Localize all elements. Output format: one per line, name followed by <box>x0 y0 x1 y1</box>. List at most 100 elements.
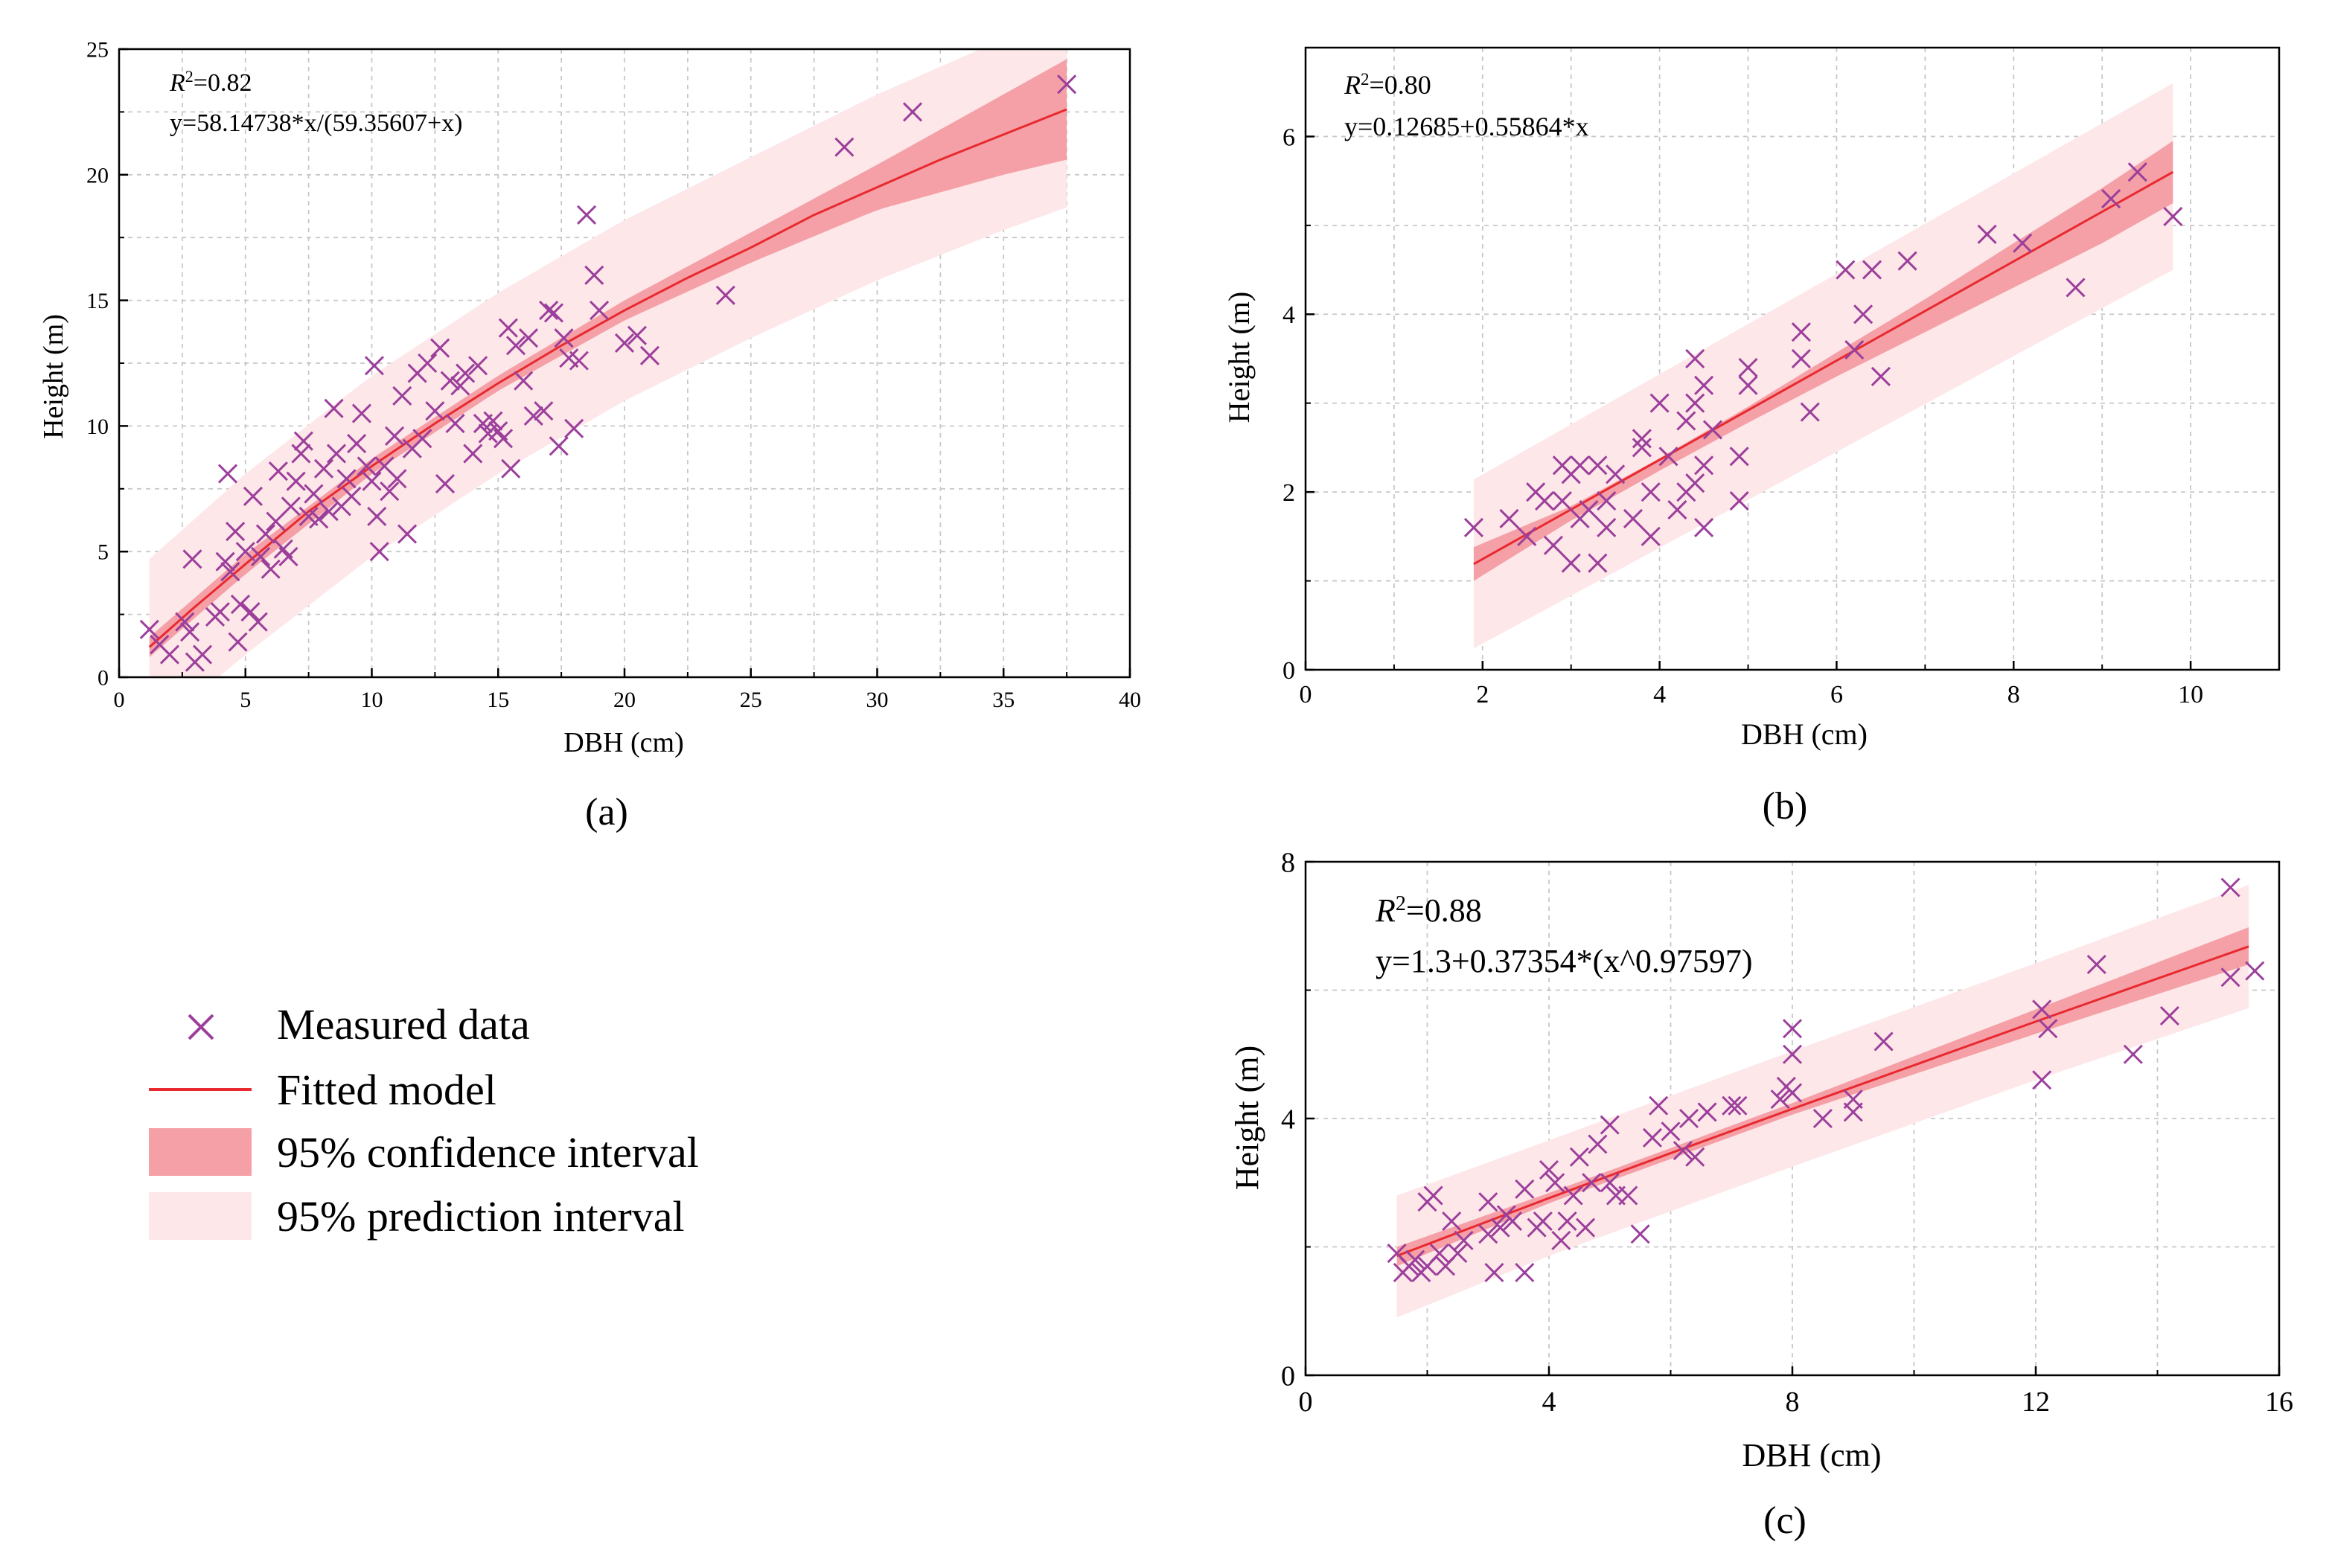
panel-b-caption: (b) <box>1763 785 1808 828</box>
panel-b-fit-line <box>1473 170 2174 566</box>
data-point <box>534 401 554 421</box>
data-point <box>1685 473 1705 493</box>
confidence-interval <box>1396 927 2249 1267</box>
data-point <box>1515 1262 1535 1283</box>
panel-b-confidence-band <box>1473 141 2173 581</box>
data-point <box>1770 1089 1790 1110</box>
y-tick-label: 25 <box>86 38 109 63</box>
data-point <box>268 461 288 481</box>
panel-c-ylabel: Height (m) <box>1229 1046 1265 1190</box>
x-tick-label: 2 <box>1476 681 1489 708</box>
data-point <box>1738 357 1758 378</box>
data-point <box>1582 1173 1602 1193</box>
data-point <box>2159 1005 2179 1026</box>
data-point <box>380 481 400 502</box>
data-point <box>1588 1134 1608 1154</box>
data-point <box>309 509 329 529</box>
data-point <box>440 371 460 391</box>
data-point <box>1551 1230 1571 1250</box>
y-tick-label: 0 <box>1281 1360 1295 1392</box>
data-point <box>1678 1108 1699 1129</box>
data-point <box>1517 526 1537 546</box>
data-point <box>412 429 432 449</box>
data-point <box>589 301 610 321</box>
x-tick-label: 16 <box>2265 1386 2293 1418</box>
data-point <box>1897 251 1917 271</box>
data-point <box>392 385 412 406</box>
data-point <box>1632 429 1652 449</box>
x-tick-label: 10 <box>2178 681 2203 708</box>
x-tick-label: 4 <box>1542 1386 1556 1418</box>
data-point <box>1729 447 1749 467</box>
data-point <box>235 542 255 562</box>
y-tick-label: 2 <box>1282 479 1295 507</box>
data-point <box>715 285 735 305</box>
legend-pi-label: 95% prediction interval <box>277 1192 685 1241</box>
panel-c-xlabel: DBH (cm) <box>1742 1437 1882 1473</box>
data-point <box>514 371 534 391</box>
data-point <box>159 644 179 665</box>
data-point <box>220 562 240 582</box>
panel-c-equation: y=1.3+0.37354*(x^0.97597) <box>1376 943 1753 979</box>
data-point <box>518 328 539 348</box>
data-point <box>1478 1192 1498 1212</box>
data-point <box>483 411 503 431</box>
y-tick-label: 8 <box>1281 847 1295 878</box>
data-point <box>367 506 387 526</box>
data-point <box>639 345 660 365</box>
data-point <box>498 318 518 338</box>
data-point <box>1630 1224 1650 1244</box>
data-point <box>336 469 357 489</box>
data-point <box>1057 74 1077 95</box>
confidence-interval <box>1473 141 2173 581</box>
y-tick-label: 10 <box>86 415 109 439</box>
legend-ci-label: 95% confidence interval <box>277 1128 699 1177</box>
panel-a-ticks: 0 5 10 15 20 25 30 35 40 0 5 10 15 20 25 <box>86 38 1141 713</box>
data-point <box>192 644 213 665</box>
y-tick-label: 15 <box>86 289 109 313</box>
y-tick-label: 6 <box>1282 124 1295 151</box>
x-tick-label: 12 <box>2022 1386 2050 1418</box>
fitted-curve <box>1396 945 2249 1257</box>
data-point <box>387 469 407 489</box>
data-point <box>217 464 238 484</box>
data-point <box>1597 517 1617 537</box>
data-point <box>1623 508 1643 529</box>
panel-b-ylabel: Height (m) <box>1222 292 1256 423</box>
data-point <box>569 351 589 371</box>
data-point <box>248 612 268 632</box>
data-point <box>1463 517 1483 537</box>
data-point <box>834 137 854 157</box>
data-point <box>364 356 384 376</box>
data-point <box>1697 1102 1717 1122</box>
data-point <box>523 406 543 426</box>
data-point <box>2220 967 2240 988</box>
data-point <box>1722 1095 1742 1116</box>
data-point <box>1862 260 1882 280</box>
x-tick-label: 0 <box>1299 1386 1313 1418</box>
panel-b-frame <box>1304 46 2281 671</box>
data-point <box>324 398 344 418</box>
data-point <box>1871 366 1891 386</box>
panel-c-caption: (c) <box>1763 1500 1806 1542</box>
y-tick-label: 4 <box>1282 301 1295 329</box>
data-point <box>1515 1179 1535 1199</box>
data-point <box>425 401 445 421</box>
panel-a-points <box>139 74 1077 672</box>
panel-a-confidence-band <box>149 59 1067 657</box>
data-point <box>554 328 574 348</box>
data-point <box>291 444 311 464</box>
data-point <box>384 426 405 446</box>
x-tick-label: 8 <box>1786 1386 1800 1418</box>
x-tick-label: 8 <box>2007 681 2020 708</box>
data-point <box>304 484 324 504</box>
legend-fitted-label: Fitted model <box>277 1066 496 1114</box>
panel-c: 0 4 8 12 16 0 4 8 R2=0.88 y=1.3+0.37354*(x^0.97… <box>1229 847 2293 1542</box>
panel-c-fit-line <box>1396 945 2249 1257</box>
y-tick-label: 5 <box>98 540 109 565</box>
data-point <box>445 413 465 434</box>
data-point <box>1685 393 1705 413</box>
panel-c-ticks: 0 4 8 12 16 0 4 8 <box>1281 847 2293 1418</box>
data-point <box>1738 375 1758 395</box>
data-point <box>228 632 248 652</box>
